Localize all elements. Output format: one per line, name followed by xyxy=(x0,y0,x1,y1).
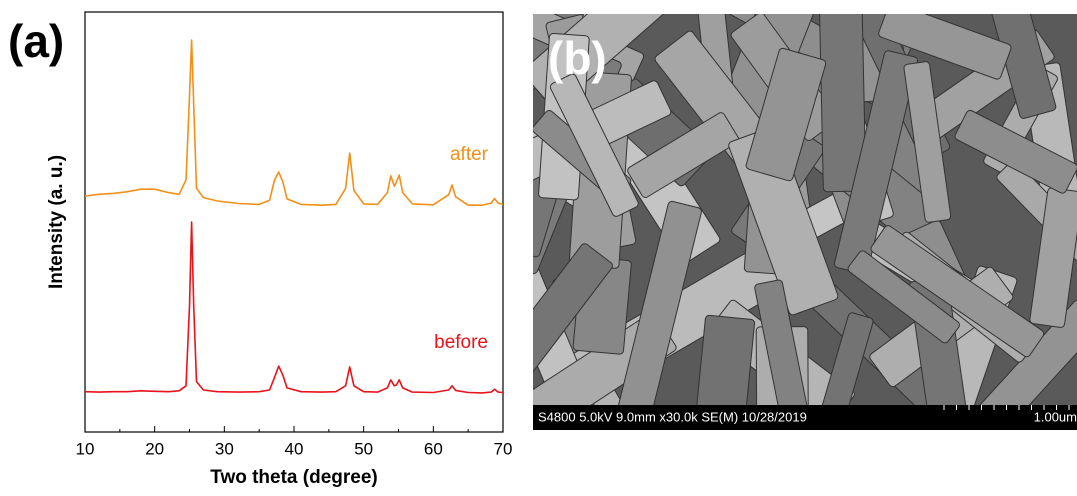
x-axis-label: Two theta (degree) xyxy=(210,467,378,488)
figure: (a) Two theta (degree) Intensity (a. u.)… xyxy=(0,0,1077,496)
y-axis-label: Intensity (a. u.) xyxy=(46,155,67,289)
panel-label: (b) xyxy=(548,32,607,84)
x-tick-label: 50 xyxy=(354,439,373,458)
series-label: after xyxy=(450,144,489,165)
line-series xyxy=(85,222,503,393)
scale-label: 1.00um xyxy=(1034,409,1077,424)
x-tick-label: 60 xyxy=(424,439,443,458)
line-series xyxy=(85,40,503,205)
x-tick-label: 20 xyxy=(145,439,164,458)
series-label: before xyxy=(434,332,488,353)
plot-frame xyxy=(85,12,503,432)
x-tick-label: 10 xyxy=(76,439,95,458)
panel-label: (a) xyxy=(8,15,64,67)
sem-caption: S4800 5.0kV 9.0mm x30.0k SE(M) 10/28/201… xyxy=(538,409,807,424)
x-tick-label: 70 xyxy=(494,439,513,458)
x-tick-label: 30 xyxy=(215,439,234,458)
x-tick-label: 40 xyxy=(285,439,304,458)
